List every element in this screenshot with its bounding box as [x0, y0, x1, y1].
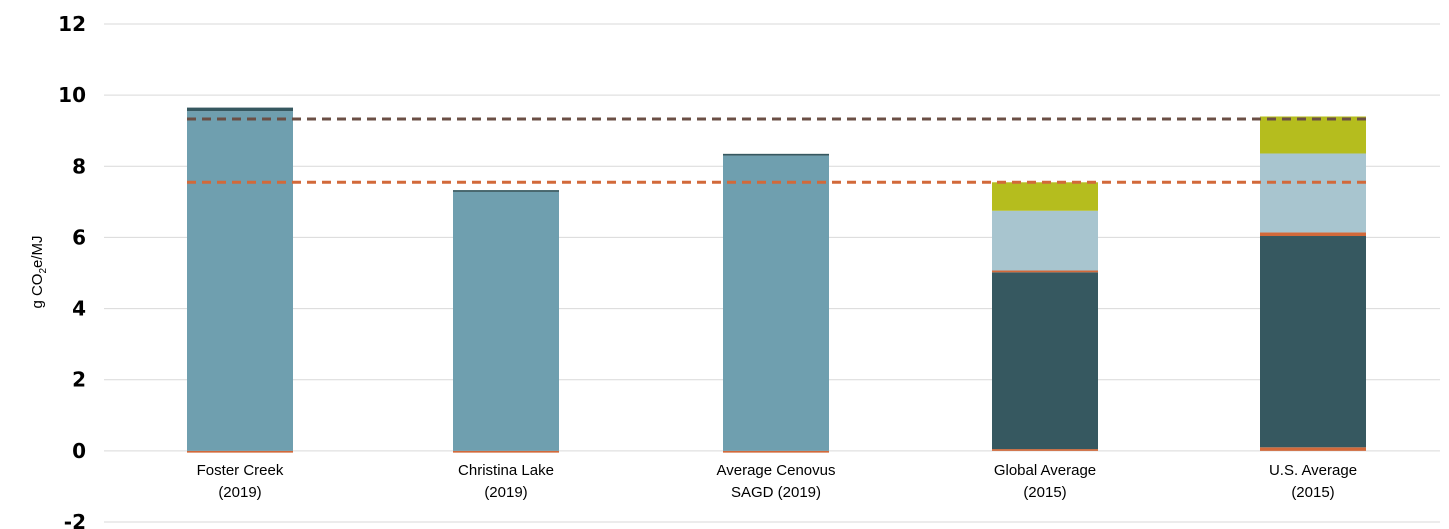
y-axis-ticks: 12 10 8 6 4 2 0 -2: [58, 12, 86, 529]
category-label: Global Average (2015): [994, 462, 1096, 501]
bar-segment: [187, 450, 293, 453]
y-axis-label-part-2: e/MJ: [29, 235, 46, 268]
bar-segment: [992, 210, 1098, 271]
y-axis-label-part-1: g CO: [29, 274, 46, 309]
y-tick-label: 12: [58, 12, 86, 36]
bar-segment: [187, 111, 293, 451]
bar-segment: [453, 450, 559, 453]
bar-segment: [453, 190, 559, 192]
y-tick-label: 0: [72, 439, 86, 463]
bar-segment: [992, 272, 1098, 450]
y-axis-label-subscript: 2: [38, 268, 49, 274]
reference-lines: [187, 117, 1366, 184]
bar-segment: [992, 182, 1098, 211]
bar-segment: [1260, 236, 1366, 448]
y-axis-label: g CO2e/MJ: [29, 235, 49, 308]
category-label: Average Cenovus SAGD (2019): [717, 462, 836, 501]
bar-segment: [723, 155, 829, 451]
bar-segment: [1260, 232, 1366, 237]
bar-segment: [992, 270, 1098, 273]
bar-segment: [453, 191, 559, 451]
bar-segment: [187, 107, 293, 112]
y-tick-label: 4: [72, 297, 86, 321]
bar-stacks: [187, 107, 1366, 453]
bar-segment: [723, 153, 829, 156]
bar-segment: [1260, 447, 1366, 451]
category-label: Christina Lake (2019): [458, 462, 554, 501]
bar-segment: [723, 450, 829, 453]
y-tick-label: 2: [72, 368, 86, 392]
bar-segment: [992, 449, 1098, 451]
y-tick-label: -2: [64, 510, 86, 529]
y-tick-label: 10: [58, 83, 86, 107]
y-tick-label: 6: [72, 225, 86, 249]
bar-segment: [1260, 116, 1366, 154]
category-label: U.S. Average (2015): [1269, 462, 1357, 501]
category-label: Foster Creek (2019): [197, 462, 284, 501]
y-tick-label: 8: [72, 154, 86, 178]
x-axis-categories: Foster Creek (2019) Christina Lake (2019) Av…: [197, 462, 1357, 501]
bar-segment: [1260, 153, 1366, 233]
